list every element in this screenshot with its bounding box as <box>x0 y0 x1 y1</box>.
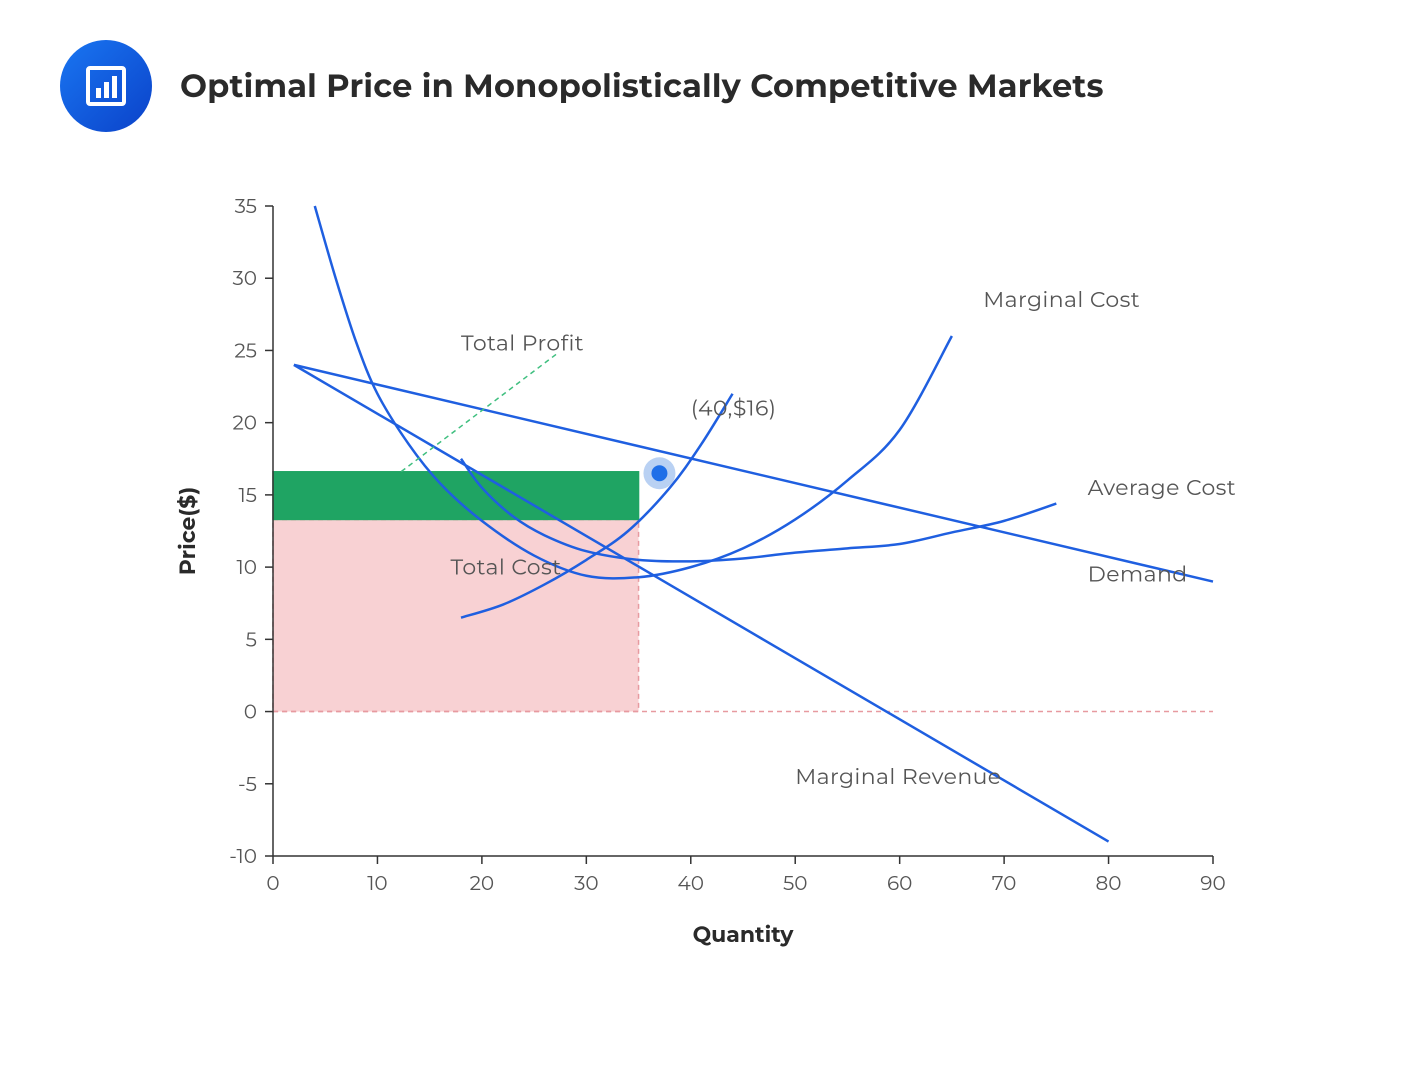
x-tick-label: 60 <box>887 872 912 896</box>
x-tick-label: 10 <box>367 872 387 896</box>
total-cost-area <box>273 519 639 711</box>
total_cost-label: Total Cost <box>451 553 562 580</box>
y-axis-label: Price($) <box>174 487 201 575</box>
y-tick-label: 25 <box>234 339 257 363</box>
total-profit-leader <box>398 354 556 473</box>
x-tick-label: 20 <box>470 872 495 896</box>
y-tick-label: 35 <box>235 195 257 219</box>
chart-logo-icon <box>60 40 152 132</box>
x-tick-label: 70 <box>992 872 1017 896</box>
equilibrium-point <box>651 465 667 481</box>
marginal_cost-label: Marginal Cost <box>983 286 1140 313</box>
x-tick-label: 40 <box>678 872 704 896</box>
equilibrium-label: (40,$16) <box>691 394 777 421</box>
total_profit-label: Total Profit <box>461 329 584 356</box>
y-tick-label: -10 <box>229 845 257 869</box>
x-tick-label: 30 <box>574 872 599 896</box>
x-tick-label: 50 <box>783 872 808 896</box>
total-profit-area <box>273 472 639 520</box>
chart-header: Optimal Price in Monopolistically Compet… <box>40 40 1366 132</box>
y-tick-label: 15 <box>238 484 257 508</box>
marginal_revenue-label: Marginal Revenue <box>795 763 1001 790</box>
economics-chart: 0 10 20 30 40 50 60 70 80 90 -10 -5 0 5 10 15 20 25 30 35 Pr… <box>153 176 1253 1001</box>
chart-title: Optimal Price in Monopolistically Compet… <box>180 67 1104 106</box>
x-axis-label: Quantity <box>693 921 795 948</box>
x-tick-label: 90 <box>1200 872 1225 896</box>
y-tick-label: 30 <box>232 267 257 291</box>
y-tick-label: 10 <box>237 556 257 580</box>
x-tick-label: 0 <box>266 872 279 896</box>
y-tick-label: 5 <box>246 628 257 652</box>
y-tick-label: 0 <box>244 701 257 725</box>
average_cost-label: Average Cost <box>1088 474 1236 501</box>
x-tick-label: 80 <box>1096 872 1122 896</box>
y-tick-label: 20 <box>232 412 257 436</box>
y-tick-label: -5 <box>238 773 257 797</box>
demand-label: Demand <box>1088 561 1188 588</box>
